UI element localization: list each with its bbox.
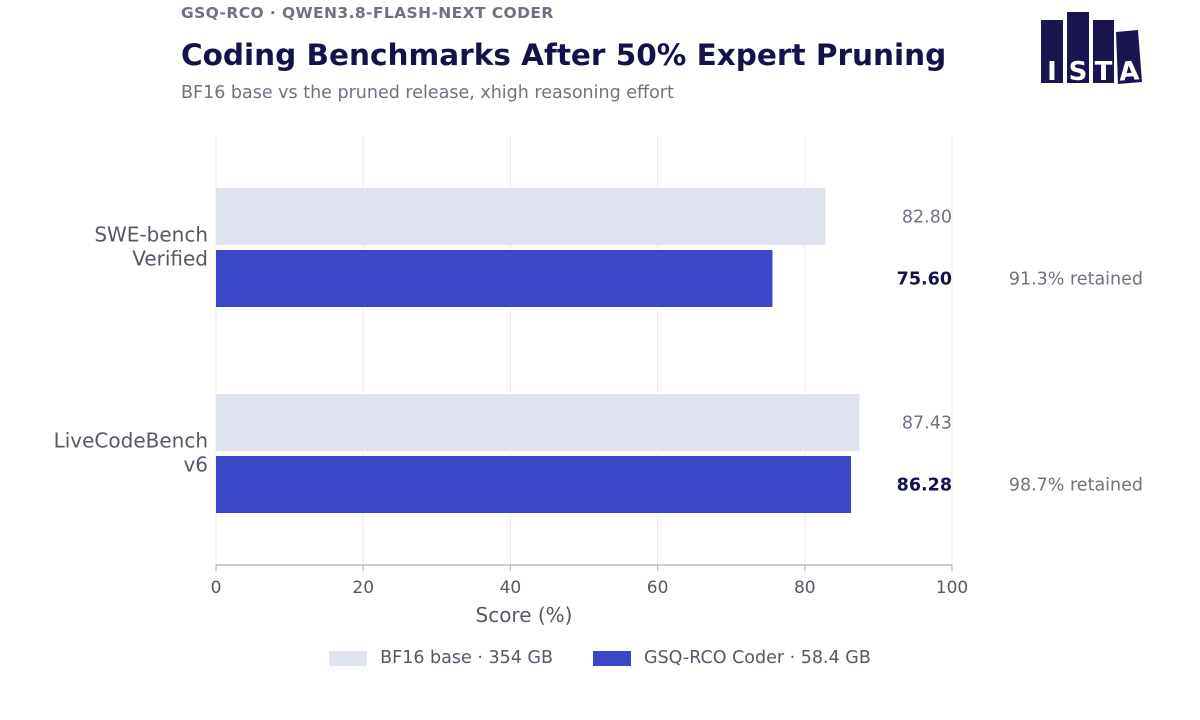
legend-label-gsq: GSQ-RCO Coder · 58.4 GB (643, 648, 871, 668)
legend-label-bf16: BF16 base · 354 GB (380, 648, 553, 668)
x-tick-label: 0 (211, 578, 222, 598)
category-label: Verified (132, 247, 208, 271)
x-tick-label: 20 (352, 578, 374, 598)
x-tick-label: 80 (794, 578, 816, 598)
bar-value-label: 87.43 (902, 414, 952, 434)
legend-swatch-bf16 (329, 650, 368, 666)
chart-kicker: GSQ-RCO · QWEN3.8-FLASH-NEXT CODER (181, 4, 554, 22)
bar-value-label: 82.80 (902, 208, 952, 228)
legend-swatch-gsq (592, 650, 631, 666)
retained-annotation: 91.3% retained (1009, 270, 1143, 290)
bar-chart: 82.80 75.60 91.3% retained SWE-benchVerifie… (54, 136, 1143, 627)
legend-item-bf16: BF16 base · 354 GB (329, 648, 553, 668)
chart-subtitle: BF16 base vs the pruned release, xhigh r… (181, 83, 674, 103)
chart-title: Coding Benchmarks After 50% Expert Pruni… (181, 38, 947, 72)
logo-block-t (1093, 20, 1114, 83)
legend-item-gsq: GSQ-RCO Coder · 58.4 GB (592, 648, 871, 668)
logo-letter-i: I (1047, 57, 1057, 87)
bar (216, 394, 860, 451)
bar-value-label: 75.60 (897, 270, 952, 290)
logo-block-i (1041, 20, 1063, 83)
bar (216, 456, 852, 513)
x-tick-label: 100 (936, 578, 968, 598)
logo-letter-s: S (1069, 57, 1088, 87)
category-label: v6 (183, 453, 208, 477)
bar (216, 250, 773, 307)
category-label: SWE-bench (94, 223, 208, 247)
x-tick-label: 60 (647, 578, 669, 598)
bar (216, 188, 826, 245)
chart-legend: BF16 base · 354 GB GSQ-RCO Coder · 58.4 … (0, 648, 1200, 668)
logo-block-s (1067, 12, 1089, 83)
x-axis-label: Score (%) (476, 603, 573, 627)
x-tick-label: 40 (500, 578, 522, 598)
ista-logo: I S T A (1041, 12, 1142, 88)
logo-letter-t: T (1095, 57, 1113, 87)
retained-annotation: 98.7% retained (1009, 476, 1143, 496)
bar-value-label: 86.28 (897, 476, 952, 496)
category-label: LiveCodeBench (54, 429, 208, 453)
logo-letter-a: A (1118, 56, 1140, 87)
logo-block-a (1116, 30, 1142, 84)
